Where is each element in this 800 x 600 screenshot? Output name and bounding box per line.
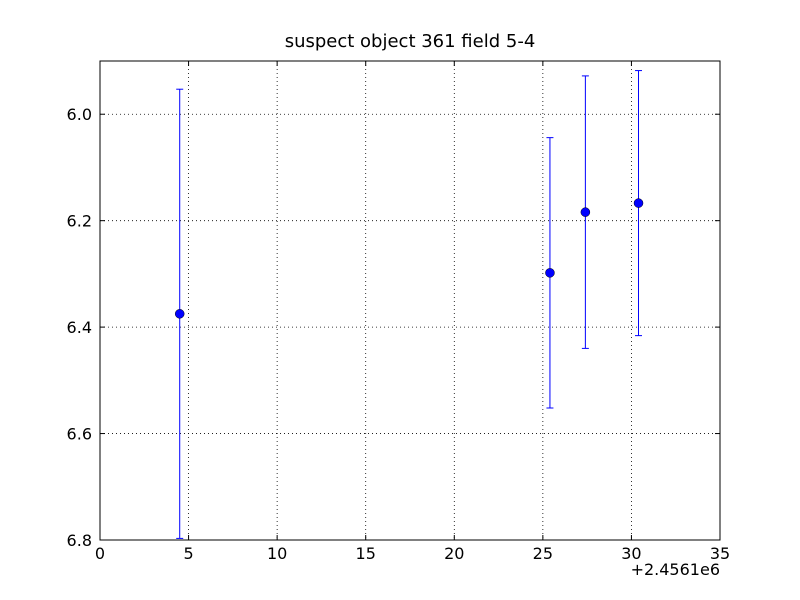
y-tick-label: 6.0: [67, 105, 92, 124]
x-tick-label: 10: [267, 544, 287, 563]
x-tick-label: 35: [710, 544, 730, 563]
data-point: [580, 207, 591, 217]
data-point: [545, 268, 555, 278]
data-point: [633, 198, 644, 208]
y-tick-label: 6.6: [67, 425, 92, 444]
y-tick-label: 6.8: [67, 531, 92, 550]
y-tick-label: 6.4: [67, 318, 92, 337]
plot-frame: [99, 60, 721, 541]
x-tick-label: 0: [95, 544, 105, 563]
y-tick-label: 6.2: [67, 212, 92, 231]
data-point: [174, 309, 185, 319]
x-tick-label: 5: [183, 544, 193, 563]
chart-title: suspect object 361 field 5-4: [285, 31, 536, 52]
x-tick-label: 25: [533, 544, 553, 563]
x-offset-label: +2.4561e6: [631, 560, 720, 579]
x-tick-label: 30: [621, 544, 641, 563]
x-tick-label: 20: [444, 544, 464, 563]
x-tick-label: 15: [356, 544, 376, 563]
